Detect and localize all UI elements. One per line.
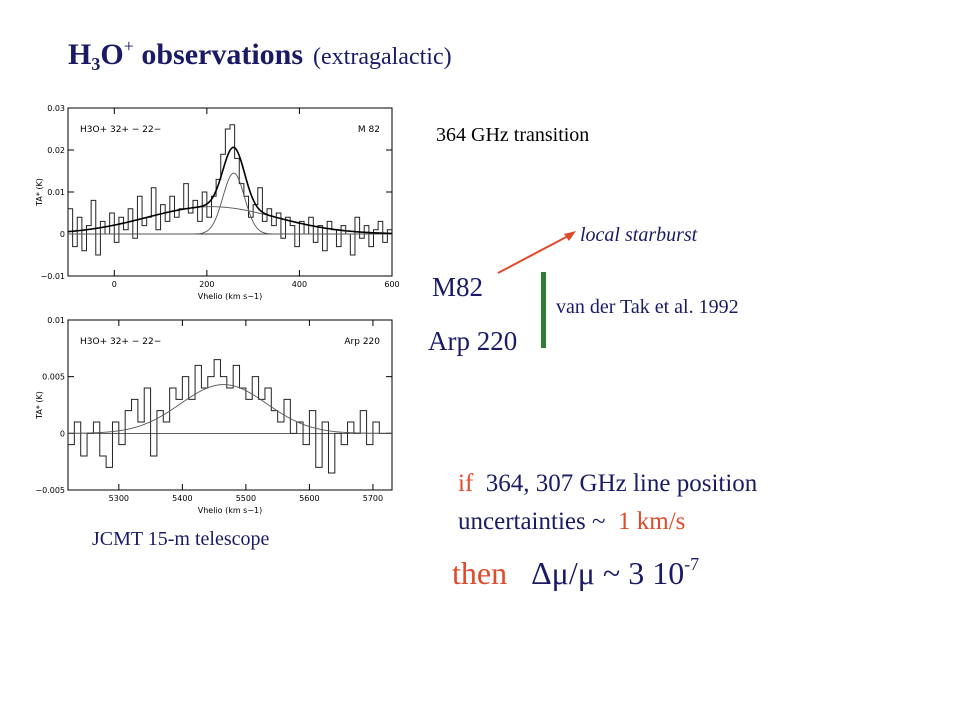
y-tick-label: −0.01 [40, 272, 65, 281]
condition-line-2: uncertainties ~ 1 km/s [458, 508, 686, 535]
green-bracket-bar [541, 272, 546, 348]
reference-label: van der Tak et al. 1992 [556, 296, 739, 318]
result-line: then Δμ/μ ~ 3 10-7 [452, 554, 700, 591]
y-axis-label: TA* (K) [35, 178, 44, 207]
gaussian-fit-component [68, 172, 392, 235]
source-label: Arp 220 [344, 337, 380, 347]
x-tick-label: 200 [199, 280, 214, 289]
gaussian-fit-total [67, 146, 393, 235]
y-tick-label: 0.03 [47, 104, 65, 113]
spectrum-chart-m82: 0 200 400 600 −0.01 0 0.01 0.02 0.03 Vhelio (km s… [35, 104, 400, 301]
y-axis-label: TA* (K) [35, 391, 44, 420]
spectrum-histogram [68, 124, 392, 256]
x-axis-label: Vhelio (km s−1) [198, 506, 263, 515]
x-tick-label: 5700 [363, 494, 383, 503]
slide-title: H3O+ observations (extragalactic) [68, 36, 452, 74]
starburst-arrow [497, 231, 576, 274]
galaxy-arp220-label: Arp 220 [428, 326, 518, 356]
telescope-label: JCMT 15-m telescope [92, 528, 270, 550]
y-tick-label: 0.01 [47, 316, 65, 325]
x-tick-label: 5400 [172, 494, 192, 503]
galaxy-m82-label: M82 [432, 272, 484, 302]
if-word: if [458, 470, 474, 497]
x-tick-label: 400 [292, 280, 307, 289]
x-tick-label: 5500 [236, 494, 256, 503]
x-tick-label: 5600 [299, 494, 319, 503]
x-axis-label: Vhelio (km s−1) [198, 292, 263, 301]
transition-label: 364 GHz transition [436, 124, 590, 146]
spectrum-histogram [68, 359, 392, 474]
source-label: M 82 [358, 125, 380, 135]
gaussian-fit-component [67, 384, 393, 434]
gaussian-fit-component [67, 206, 393, 234]
spectrum-chart-arp220: 5300 5400 5500 5600 5700 −0.005 0 0.005 0.01 Vhel… [35, 316, 393, 515]
x-tick-label: 600 [384, 280, 399, 289]
local-starburst-label: local starburst [580, 224, 698, 246]
line-label: H3O+ 32+ − 22− [80, 125, 161, 135]
uncertainty-value: 1 km/s [618, 508, 686, 535]
y-tick-label: 0.02 [47, 146, 65, 155]
y-tick-label: 0.01 [47, 188, 65, 197]
plot-frame [67, 319, 393, 491]
line-label: H3O+ 32+ − 22− [80, 337, 161, 347]
x-tick-label: 0 [112, 280, 117, 289]
x-tick-label: 5300 [109, 494, 129, 503]
y-tick-label: 0.005 [42, 373, 65, 382]
y-tick-label: −0.005 [35, 486, 65, 495]
condition-line-1: if 364, 307 GHz line position [458, 470, 758, 497]
y-tick-label: 0 [60, 230, 65, 239]
y-tick-label: 0 [60, 429, 65, 438]
title-paren: (extragalactic) [313, 44, 452, 70]
